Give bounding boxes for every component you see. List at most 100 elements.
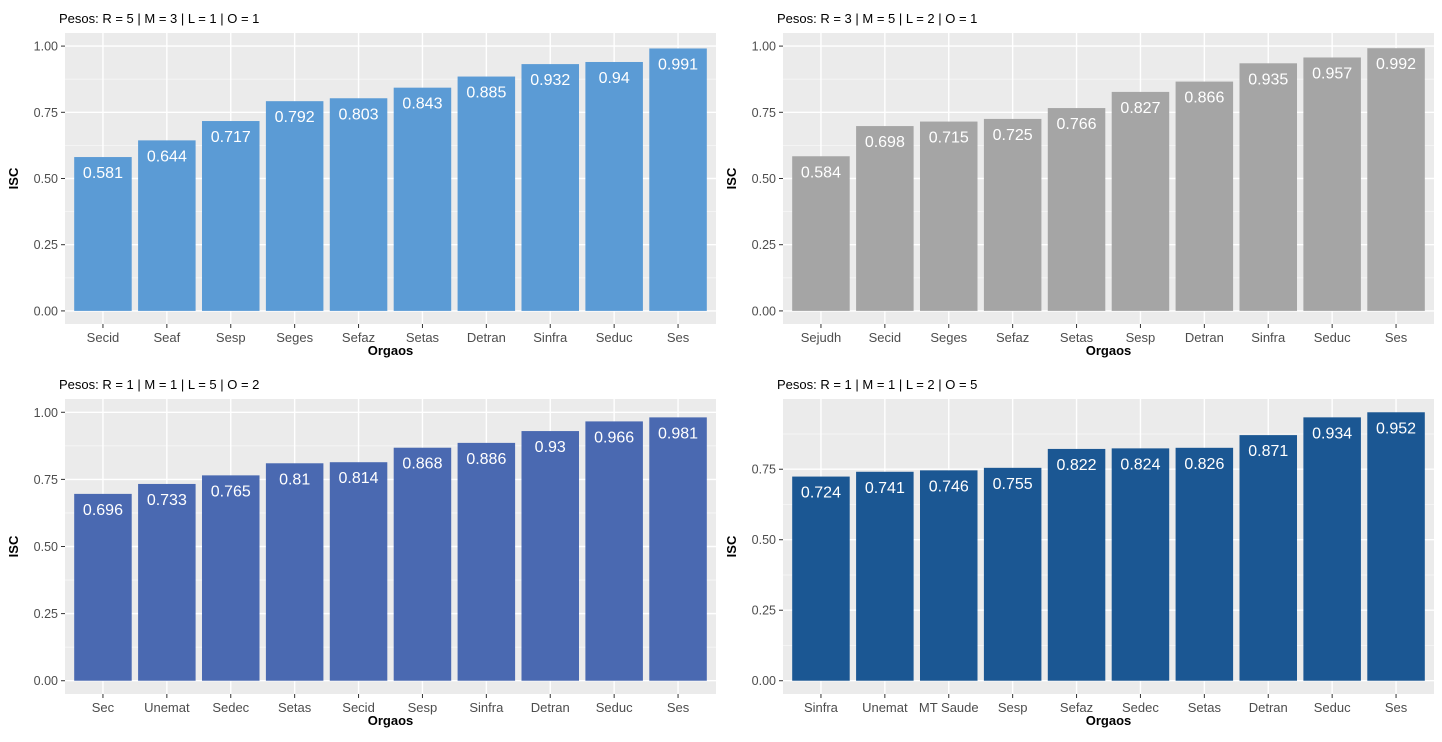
bar-setas <box>265 463 324 681</box>
y-axis-label: ISC <box>6 535 21 557</box>
bar-value-label: 0.822 <box>1057 457 1097 474</box>
bar-seduc <box>585 61 643 311</box>
chart-panel-1: Pesos: R = 5 | M = 3 | L = 1 | O = 1 0.00… <box>6 11 716 358</box>
bar-sesp <box>393 447 452 681</box>
chart-title: Pesos: R = 5 | M = 3 | L = 1 | O = 1 <box>59 11 259 26</box>
bar-detran <box>1175 81 1234 311</box>
y-tick-label: 0.25 <box>752 238 776 252</box>
bar-setas <box>393 87 452 311</box>
chart-title: Pesos: R = 3 | M = 5 | L = 2 | O = 1 <box>777 11 977 26</box>
x-tick-label: Secid <box>869 330 902 345</box>
x-tick-label: Sesp <box>408 700 438 715</box>
bar-setas <box>1047 108 1106 311</box>
chart-panel-2: Pesos: R = 3 | M = 5 | L = 2 | O = 1 0.00… <box>724 11 1434 358</box>
bar-unemat <box>138 483 196 681</box>
x-tick-label: Sinfra <box>533 330 568 345</box>
x-axis-label: Orgaos <box>368 343 414 358</box>
y-tick-label: 0.00 <box>752 674 776 688</box>
y-tick-label: 0.00 <box>752 304 776 318</box>
x-tick-label: Seduc <box>1314 330 1351 345</box>
bar-seges <box>919 121 978 311</box>
x-tick-label: Sesp <box>216 330 246 345</box>
bar-value-label: 0.698 <box>865 134 905 151</box>
bar-value-label: 0.792 <box>275 109 315 126</box>
bar-value-label: 0.871 <box>1248 443 1288 460</box>
bar-value-label: 0.746 <box>929 478 969 495</box>
bar-sedec <box>201 475 260 681</box>
x-tick-label: Sefaz <box>996 330 1029 345</box>
x-tick-label: Sedec <box>212 700 249 715</box>
bar-value-label: 0.826 <box>1184 456 1224 473</box>
x-tick-label: Seaf <box>153 330 180 345</box>
x-tick-label: Seduc <box>1314 700 1351 715</box>
x-tick-label: Ses <box>667 700 690 715</box>
x-tick-label: Sefaz <box>342 330 375 345</box>
y-tick-label: 0.50 <box>34 540 58 554</box>
y-tick-label: 1.00 <box>34 40 58 54</box>
x-tick-label: Sedec <box>1122 700 1159 715</box>
bar-sinfra <box>1239 63 1298 311</box>
bar-value-label: 0.814 <box>339 470 379 487</box>
y-tick-label: 0.75 <box>752 463 776 477</box>
chart-title: Pesos: R = 1 | M = 1 | L = 2 | O = 5 <box>777 377 977 392</box>
x-tick-label: Sejudh <box>801 330 841 345</box>
bar-sejudh <box>792 156 850 311</box>
bar-value-label: 0.868 <box>402 456 442 473</box>
x-tick-label: Seduc <box>596 330 633 345</box>
bar-value-label: 0.885 <box>466 85 506 102</box>
bar-secid <box>329 462 388 681</box>
bar-value-label: 0.581 <box>83 165 123 182</box>
bar-value-label: 0.733 <box>147 492 187 509</box>
bar-sesp <box>1111 91 1170 311</box>
y-tick-label: 0.50 <box>34 172 58 186</box>
chart-title: Pesos: R = 1 | M = 1 | L = 5 | O = 2 <box>59 377 259 392</box>
bar-value-label: 0.755 <box>993 476 1033 493</box>
bar-mt-saude <box>919 470 978 681</box>
bar-value-label: 0.981 <box>658 425 698 442</box>
bar-detran <box>521 431 580 681</box>
x-tick-label: Detran <box>1249 700 1288 715</box>
y-axis-label: ISC <box>724 535 739 557</box>
bar-sefaz <box>983 118 1042 311</box>
x-tick-label: Seduc <box>596 700 633 715</box>
y-tick-label: 0.75 <box>34 473 58 487</box>
bar-sefaz <box>329 98 388 311</box>
x-tick-label: Sinfra <box>469 700 504 715</box>
x-tick-label: Sec <box>92 700 115 715</box>
bar-setas <box>1175 447 1234 681</box>
x-tick-label: Sesp <box>998 700 1028 715</box>
bar-value-label: 0.952 <box>1376 420 1416 437</box>
bar-value-label: 0.935 <box>1248 71 1288 88</box>
y-tick-label: 0.50 <box>752 172 776 186</box>
y-tick-label: 1.00 <box>752 40 776 54</box>
x-tick-label: Sesp <box>1126 330 1156 345</box>
x-tick-label: Ses <box>1385 700 1408 715</box>
y-tick-label: 0.75 <box>752 106 776 120</box>
bar-value-label: 0.584 <box>801 164 841 181</box>
x-tick-label: Setas <box>406 330 440 345</box>
x-tick-label: Secid <box>87 330 120 345</box>
x-tick-label: Ses <box>1385 330 1408 345</box>
x-tick-label: Setas <box>278 700 312 715</box>
bar-value-label: 0.932 <box>530 72 570 89</box>
bar-value-label: 0.715 <box>929 130 969 147</box>
x-tick-label: Unemat <box>862 700 908 715</box>
x-tick-label: Unemat <box>144 700 190 715</box>
bar-ses <box>1367 412 1425 681</box>
bar-ses <box>1367 48 1425 311</box>
chart-panel-3: Pesos: R = 1 | M = 1 | L = 5 | O = 2 0.00… <box>6 377 716 728</box>
x-tick-label: Detran <box>1185 330 1224 345</box>
bar-value-label: 0.725 <box>993 127 1033 144</box>
bar-sinfra <box>792 476 850 681</box>
bar-value-label: 0.741 <box>865 480 905 497</box>
bar-value-label: 0.957 <box>1312 65 1352 82</box>
x-tick-label: Seges <box>276 330 313 345</box>
y-tick-label: 0.25 <box>34 607 58 621</box>
x-tick-label: Detran <box>467 330 506 345</box>
bar-detran <box>457 76 516 311</box>
bar-value-label: 0.966 <box>594 429 634 446</box>
bar-value-label: 0.886 <box>466 451 506 468</box>
y-axis-label: ISC <box>6 167 21 189</box>
bar-seduc <box>1303 417 1361 681</box>
